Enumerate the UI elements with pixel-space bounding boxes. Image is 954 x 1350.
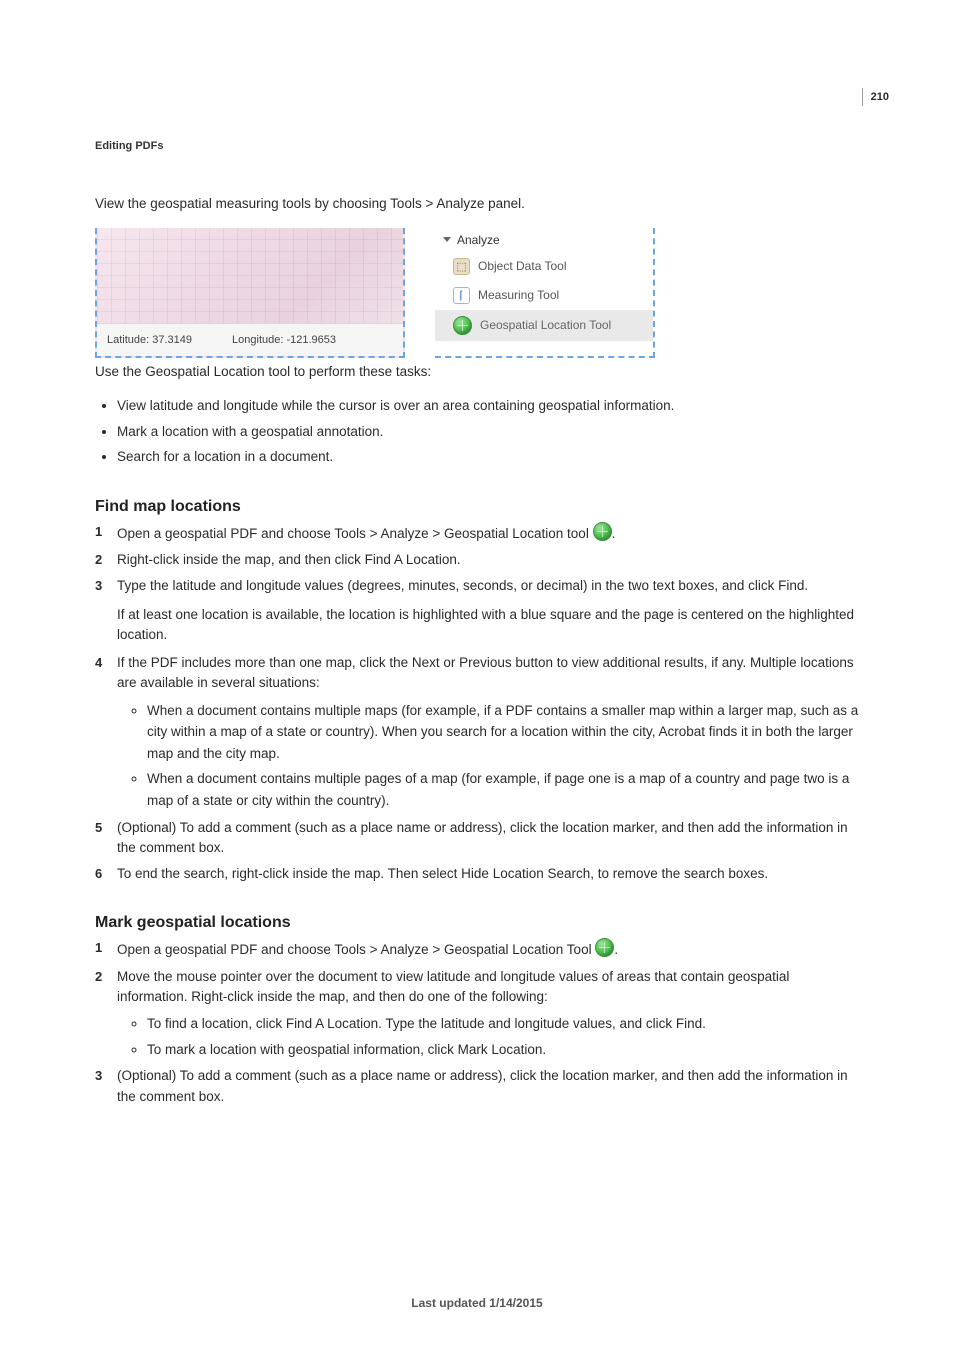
intro-text: View the geospatial measuring tools by c… xyxy=(95,194,859,214)
geospatial-icon xyxy=(453,316,472,335)
map-status-bar: Latitude: 37.3149 Longitude: -121.9653 xyxy=(97,323,403,356)
step-item: Move the mouse pointer over the document… xyxy=(95,967,859,1061)
step-item: Right-click inside the map, and then cli… xyxy=(95,550,859,570)
collapse-triangle-icon xyxy=(443,237,451,242)
bullet-item: To find a location, click Find A Locatio… xyxy=(147,1013,859,1035)
geospatial-icon xyxy=(595,938,614,957)
latitude-readout: Latitude: 37.3149 xyxy=(107,334,192,346)
heading-find-map-locations: Find map locations xyxy=(95,498,859,516)
section-label: Editing PDFs xyxy=(95,140,859,152)
bullet-item: When a document contains multiple maps (… xyxy=(147,700,859,765)
step-item: (Optional) To add a comment (such as a p… xyxy=(95,1066,859,1107)
analyze-panel-header[interactable]: Analyze xyxy=(435,228,653,252)
step-item: If the PDF includes more than one map, c… xyxy=(95,653,859,811)
page-number: 210 xyxy=(862,88,889,106)
analyze-header-label: Analyze xyxy=(457,233,500,247)
page: 210 Editing PDFs View the geospatial mea… xyxy=(0,0,954,1350)
bullet-item: View latitude and longitude while the cu… xyxy=(117,395,859,417)
analyze-panel: Analyze ⬚ Object Data Tool ⌈ Measuring T… xyxy=(435,228,655,358)
mark-steps: Open a geospatial PDF and choose Tools >… xyxy=(95,938,859,1106)
bullet-item: To mark a location with geospatial infor… xyxy=(147,1039,859,1061)
analyze-item-geospatial[interactable]: Geospatial Location Tool xyxy=(435,310,653,341)
analyze-item-measuring[interactable]: ⌈ Measuring Tool xyxy=(435,281,653,310)
object-data-icon: ⬚ xyxy=(453,258,470,275)
map-panel: Latitude: 37.3149 Longitude: -121.9653 xyxy=(95,228,405,358)
analyze-item-label: Measuring Tool xyxy=(478,288,559,302)
map-area xyxy=(97,228,403,324)
nested-bullets: When a document contains multiple maps (… xyxy=(117,700,859,812)
analyze-item-object-data[interactable]: ⬚ Object Data Tool xyxy=(435,252,653,281)
analyze-item-label: Geospatial Location Tool xyxy=(480,318,611,332)
step-item: To end the search, right-click inside th… xyxy=(95,864,859,884)
step-item: Open a geospatial PDF and choose Tools >… xyxy=(95,522,859,544)
step-paragraph: If at least one location is available, t… xyxy=(117,605,859,646)
screenshot-row: Latitude: 37.3149 Longitude: -121.9653 A… xyxy=(95,228,859,358)
step-item: (Optional) To add a comment (such as a p… xyxy=(95,818,859,859)
geospatial-icon xyxy=(593,522,612,541)
bullet-item: Mark a location with a geospatial annota… xyxy=(117,421,859,443)
measuring-icon: ⌈ xyxy=(453,287,470,304)
nested-bullets: To find a location, click Find A Locatio… xyxy=(117,1013,859,1060)
analyze-item-label: Object Data Tool xyxy=(478,259,567,273)
bullet-item: Search for a location in a document. xyxy=(117,446,859,468)
footer-last-updated: Last updated 1/14/2015 xyxy=(0,1296,954,1310)
longitude-readout: Longitude: -121.9653 xyxy=(232,334,336,346)
heading-mark-geospatial: Mark geospatial locations xyxy=(95,914,859,932)
find-steps: Open a geospatial PDF and choose Tools >… xyxy=(95,522,859,884)
step-item: Open a geospatial PDF and choose Tools >… xyxy=(95,938,859,960)
after-image-text: Use the Geospatial Location tool to perf… xyxy=(95,362,859,382)
step-item: Type the latitude and longitude values (… xyxy=(95,576,859,645)
task-bullets: View latitude and longitude while the cu… xyxy=(95,395,859,468)
bullet-item: When a document contains multiple pages … xyxy=(147,768,859,811)
